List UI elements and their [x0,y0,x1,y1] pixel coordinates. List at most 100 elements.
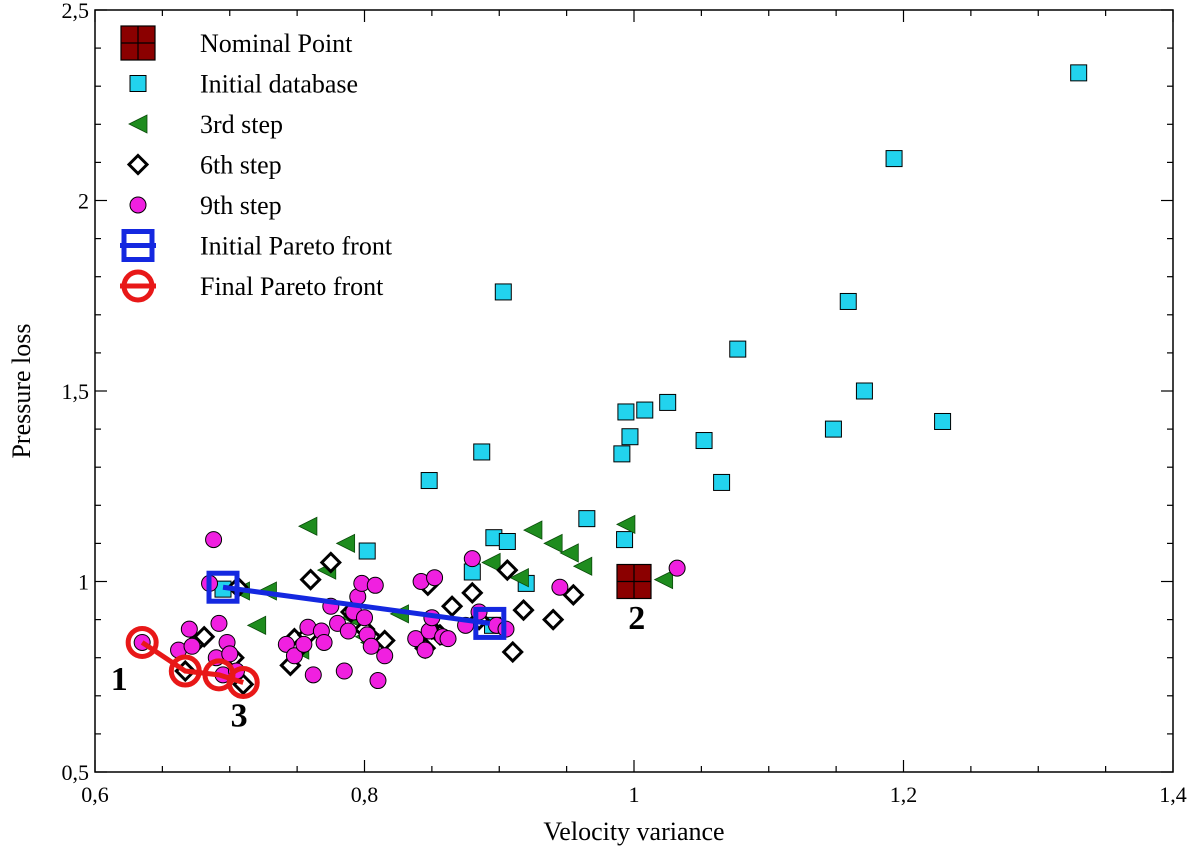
step3-point [246,615,267,635]
step9-point [668,559,686,577]
legend-item: Nominal Point [120,25,353,61]
initial-pareto-point [206,570,240,604]
initial-database-point [473,443,491,461]
step9-point [339,622,357,640]
legend-label: 6th step [200,151,282,180]
step9-point [416,641,434,659]
legend-label: 9th step [200,191,282,220]
x-tick-label: 1,4 [1159,782,1187,807]
step9-point [366,576,384,594]
step9-point [183,637,201,655]
legend-item: Final Pareto front [120,269,384,303]
initial-database-point [824,420,842,438]
annotations: 1 2 3 [111,600,645,734]
step6-point [542,608,565,631]
y-axis-title: Pressure loss [7,323,36,458]
initial-database-point [659,393,677,411]
step6-point [440,595,464,618]
initial-database-point [855,382,873,400]
step6-point [512,598,535,622]
y-tick-label: 2 [78,189,89,214]
initial-database-point [636,401,654,419]
legend-marker [129,196,147,214]
initial-database-point [494,283,512,301]
step9-point [551,578,569,596]
step3-point [509,568,529,588]
final-pareto-point [168,654,202,688]
step9-point [285,647,303,665]
legend-item: 3rd step [128,110,283,139]
step6-point [193,625,216,648]
step6-point [461,581,484,605]
step9-point [356,609,373,627]
legend-label: Initial database [200,70,358,99]
legend-item: Initial database [129,70,358,99]
y-tick-label: 0,5 [62,760,90,785]
initial-pareto-line [222,584,491,626]
annotation-label: 3 [231,697,248,734]
initial-database-point [616,531,634,549]
axis-ticks [94,9,1174,773]
initial-database-point [885,150,903,168]
step3-point [543,533,563,554]
initial-database-point [621,428,639,446]
step9-point [426,569,444,587]
step9-point [376,647,394,665]
step3-point [653,569,674,590]
initial-pareto-point [473,606,507,640]
initial-database-point [839,292,857,310]
step9-point [221,645,239,663]
step9-point [439,630,457,648]
step9-point [205,531,223,549]
initial-database-point [578,510,596,528]
legend-marker [126,153,150,176]
legend-marker [120,229,156,262]
step9-point [304,666,322,684]
legend-item: 9th step [129,191,282,220]
initial-database-point [498,532,516,550]
initial-database-point [934,412,952,430]
step3-point [616,514,636,534]
y-tick-label: 1,5 [62,379,90,404]
step9-point [210,614,228,632]
y-tick-label: 1 [78,570,89,595]
legend: Nominal Point Initial database 3rd step 6th… [120,25,393,303]
step3-point [523,520,543,540]
legend-label: 3rd step [200,110,283,139]
legend-label: Nominal Point [200,29,353,58]
initial-database-point [729,340,747,358]
step3-point [559,543,579,563]
initial-database-point [613,445,631,463]
step9-point [180,620,198,638]
step6-point [299,568,322,591]
nominal-point-marker [616,563,652,600]
legend-marker [120,269,156,303]
y-tick-label: 2,5 [62,0,90,23]
legend-marker [128,114,148,134]
initial-database-point [1070,64,1088,82]
step3-point [481,552,501,573]
step9-point [295,635,313,653]
annotation-label: 1 [111,661,128,698]
step6-point [496,558,519,582]
x-tick-label: 1 [629,782,640,807]
step9-point [315,633,333,651]
step3-point [572,556,593,576]
step6-point [501,640,524,664]
step9-point [362,637,380,655]
final-pareto-point [125,625,159,659]
step9-point [335,662,353,680]
step9-point [369,672,387,690]
step9-point [407,630,425,648]
legend-label: Initial Pareto front [200,232,393,261]
initial-database-point [713,473,731,491]
legend-marker [120,25,156,61]
initial-database-point [358,542,376,560]
step9-point [463,550,481,568]
initial-database-point [420,472,438,490]
legend-item: Initial Pareto front [120,229,393,262]
legend-label: Final Pareto front [200,272,384,301]
legend-item: 6th step [126,151,282,180]
step6-point [319,551,342,574]
